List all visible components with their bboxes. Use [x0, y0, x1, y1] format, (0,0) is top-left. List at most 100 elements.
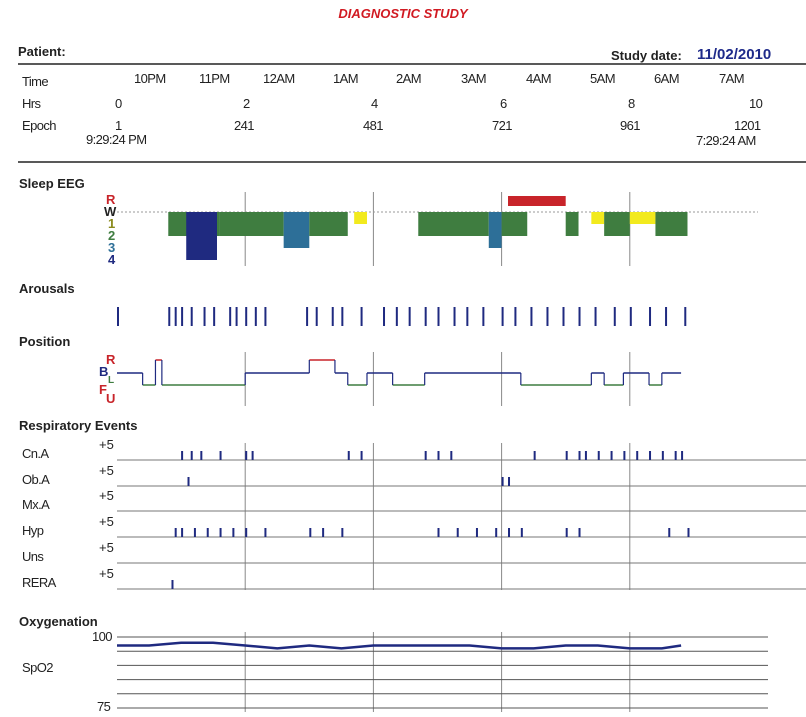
arousal-mark	[395, 307, 398, 326]
arousal-mark	[213, 307, 216, 326]
sleep-stage-segment	[591, 212, 605, 224]
arousal-mark	[613, 307, 616, 326]
resp-event-mark	[450, 451, 453, 460]
arousal-mark	[190, 307, 193, 326]
study-date: 11/02/2010	[697, 46, 772, 63]
resp-event-mark	[533, 451, 536, 460]
arousal-mark	[341, 307, 344, 326]
arousal-mark	[331, 307, 334, 326]
resp-event-mark	[565, 451, 568, 460]
end-time: 7:29:24 AM	[696, 133, 756, 148]
arousal-mark	[264, 307, 267, 326]
resp-event-mark	[636, 451, 639, 460]
respiratory-title: Respiratory Events	[19, 418, 138, 433]
arousal-mark	[453, 307, 456, 326]
arousal-mark	[466, 307, 469, 326]
arousals-title: Arousals	[19, 281, 75, 296]
resp-event-mark	[181, 528, 184, 537]
position-label-l: L	[108, 375, 115, 386]
resp-event-mark	[649, 451, 652, 460]
study-date-label: Study date:	[611, 48, 682, 63]
clock-label: 10PM	[134, 71, 166, 86]
arousal-mark	[562, 307, 565, 326]
resp-event-mark	[206, 528, 209, 537]
resp-event-mark	[508, 477, 511, 486]
position-label-b: B	[99, 364, 109, 379]
resp-event-mark	[232, 528, 235, 537]
arousal-mark	[306, 307, 309, 326]
spo2-ymin-label: 75	[97, 699, 111, 714]
resp-event-mark	[245, 451, 248, 460]
resp-event-mark	[309, 528, 312, 537]
scale-label: +5	[99, 540, 114, 555]
resp-event-mark	[322, 528, 325, 537]
resp-event-mark	[661, 451, 664, 460]
clock-label: 7AM	[719, 71, 745, 86]
hour-label: 10	[749, 96, 763, 111]
scale-label: +5	[99, 566, 114, 581]
position-label-u: U	[106, 391, 116, 406]
spo2-series-label: SpO2	[22, 660, 53, 675]
resp-event-mark	[520, 528, 523, 537]
start-time: 9:29:24 PM	[86, 132, 147, 147]
arousal-mark	[168, 307, 171, 326]
hrs-row-label: Hrs	[22, 96, 41, 111]
arousal-mark	[181, 307, 184, 326]
sleep-stage-segment	[508, 196, 566, 206]
arousal-mark	[315, 307, 318, 326]
sleep-stage-segment	[186, 212, 217, 260]
report-title: DIAGNOSTIC STUDY	[338, 6, 468, 21]
epoch-label: 1	[115, 118, 122, 133]
hour-label: 6	[500, 96, 507, 111]
resp-event-mark	[341, 528, 344, 537]
epoch-label: 481	[363, 118, 383, 133]
arousal-mark	[546, 307, 549, 326]
resp-event-mark	[668, 528, 671, 537]
resp-row-label: Ob.A	[22, 472, 50, 487]
arousal-mark	[501, 307, 504, 326]
sleep-stage-segment	[283, 212, 310, 248]
arousal-mark	[578, 307, 581, 326]
epoch-label: 241	[234, 118, 254, 133]
sleep-eeg-title: Sleep EEG	[19, 176, 85, 191]
resp-event-mark	[437, 451, 440, 460]
time-row-label: Time	[22, 74, 49, 89]
resp-event-mark	[219, 528, 222, 537]
resp-event-mark	[578, 451, 581, 460]
resp-event-mark	[187, 477, 190, 486]
arousal-mark	[383, 307, 386, 326]
epoch-label: 961	[620, 118, 640, 133]
resp-event-mark	[475, 528, 478, 537]
position-title: Position	[19, 334, 71, 349]
patient-label: Patient:	[18, 44, 66, 59]
resp-event-mark	[584, 451, 587, 460]
clock-label: 3AM	[461, 71, 487, 86]
resp-event-mark	[200, 451, 203, 460]
stage-label-1: 1	[108, 216, 116, 231]
sleep-stage-segment	[219, 212, 284, 236]
resp-event-mark	[456, 528, 459, 537]
resp-event-mark	[245, 528, 248, 537]
arousal-mark	[594, 307, 597, 326]
resp-event-mark	[190, 451, 193, 460]
resp-event-mark	[501, 477, 504, 486]
scale-label: +5	[99, 514, 114, 529]
resp-event-mark	[347, 451, 350, 460]
scale-label: +5	[99, 463, 114, 478]
resp-event-mark	[437, 528, 440, 537]
clock-label: 1AM	[333, 71, 359, 86]
resp-event-mark	[610, 451, 613, 460]
resp-event-mark	[597, 451, 600, 460]
arousal-mark	[117, 307, 119, 326]
sleep-stage-segment	[565, 212, 579, 236]
resp-event-mark	[687, 528, 690, 537]
stage-label-3: 3	[108, 240, 116, 255]
scale-label: +5	[99, 437, 114, 452]
spo2-series-line	[117, 641, 682, 650]
epoch-label: 1201	[734, 118, 761, 133]
resp-event-mark	[681, 451, 684, 460]
resp-event-mark	[181, 451, 184, 460]
clock-label: 11PM	[199, 71, 230, 86]
resp-event-mark	[171, 580, 174, 589]
